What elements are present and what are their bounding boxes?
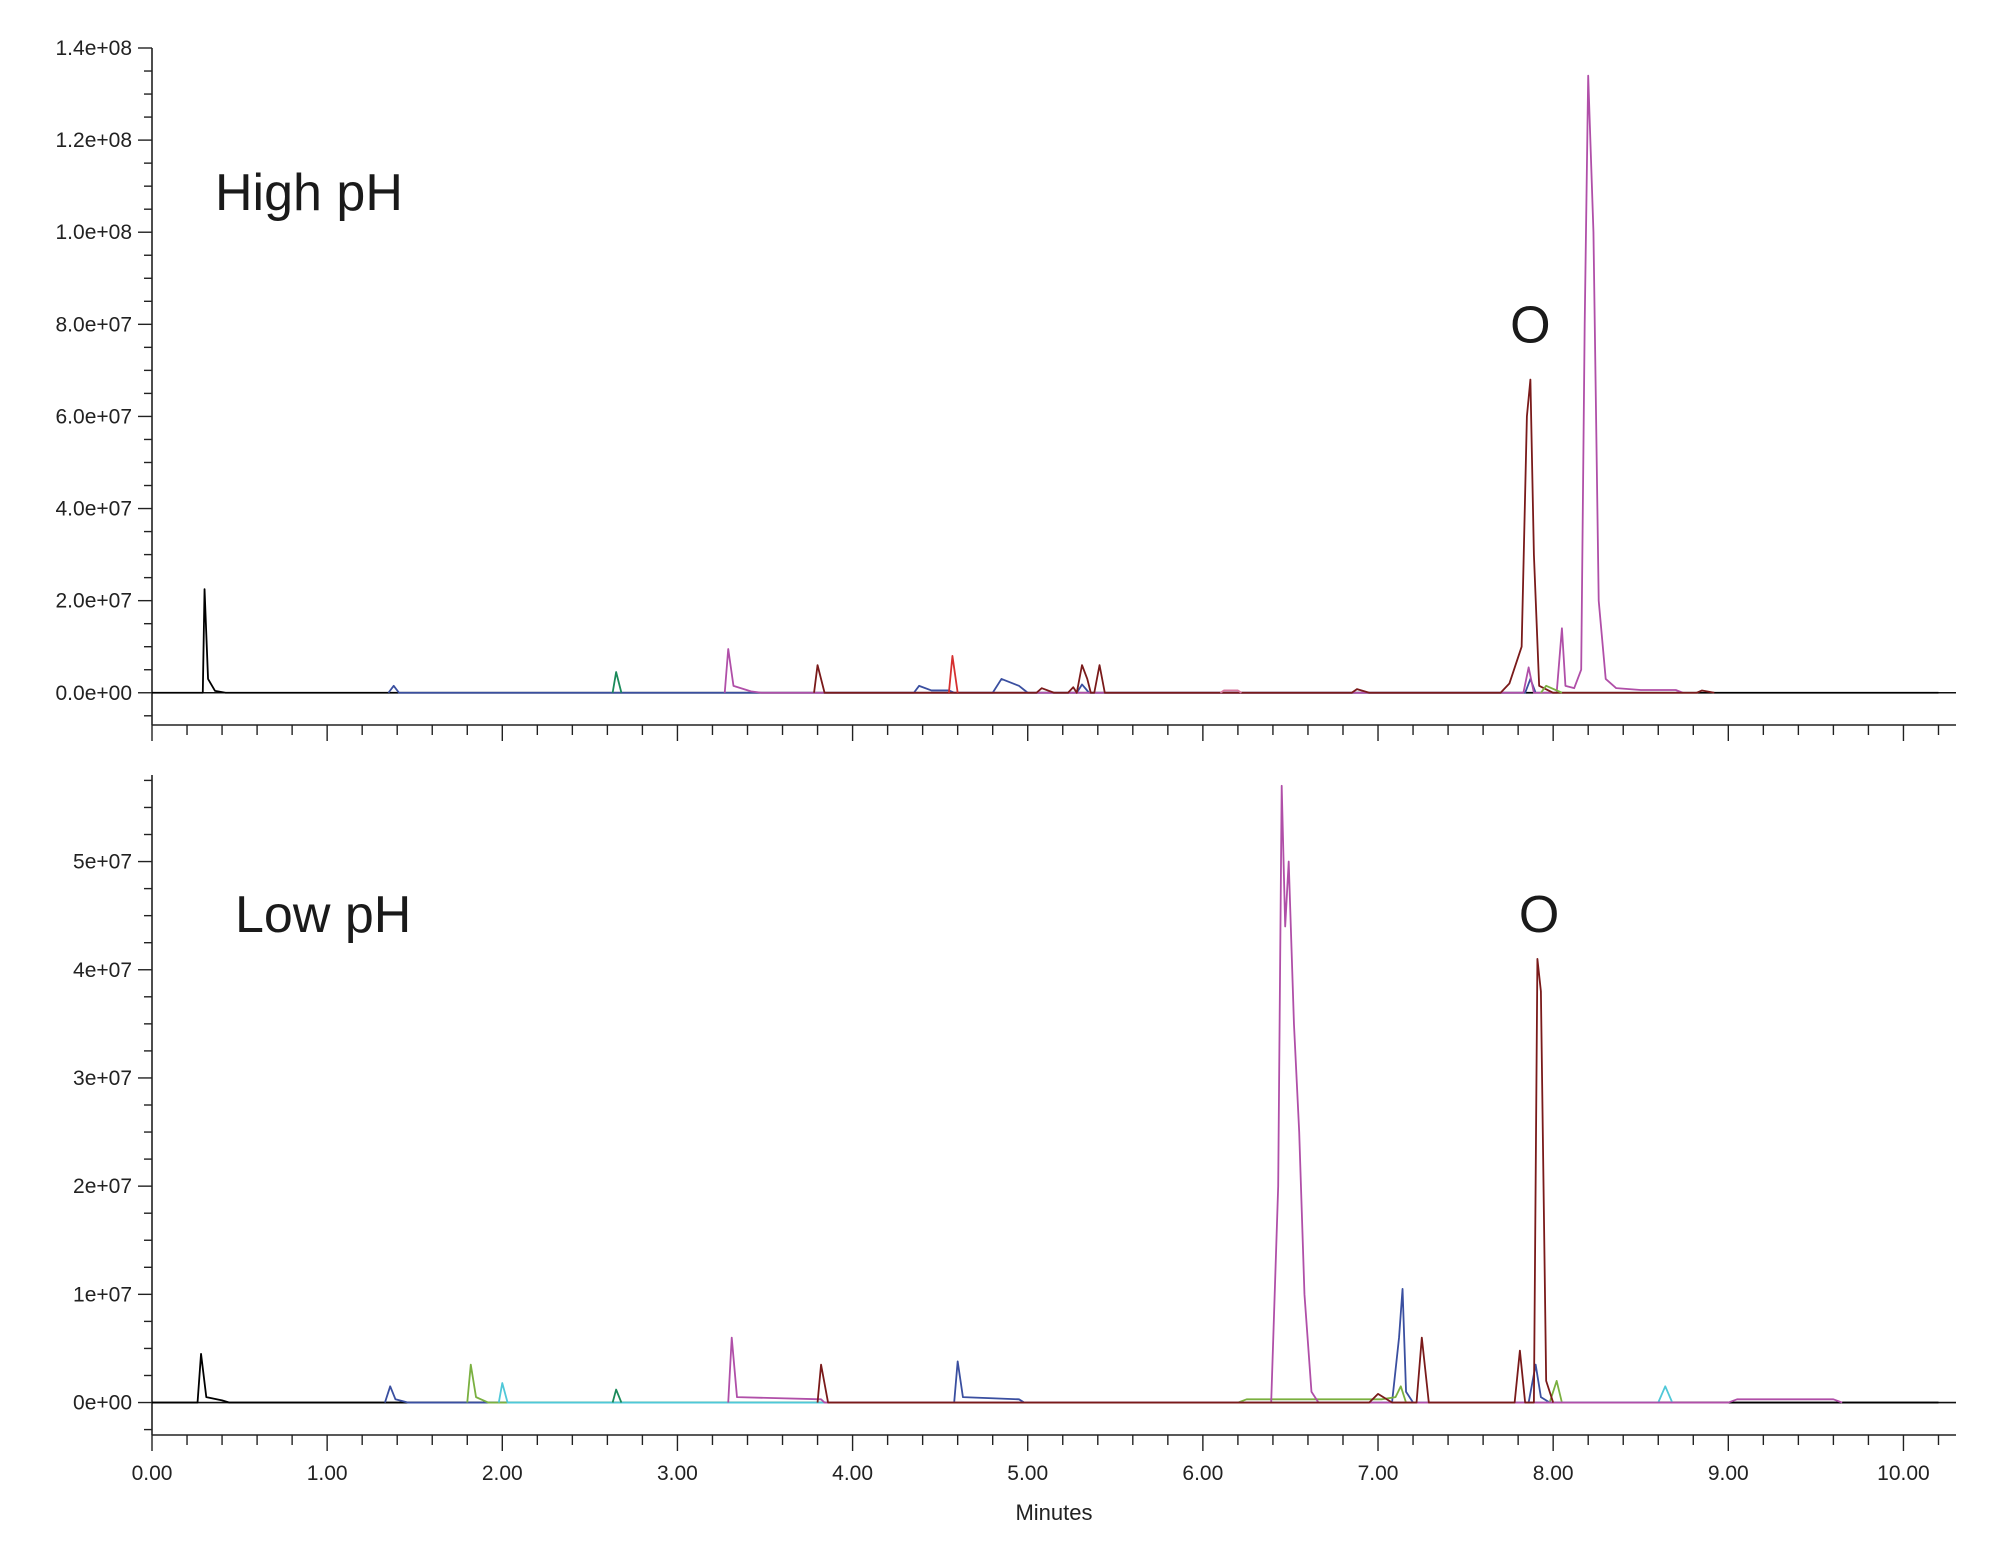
series-line-4 <box>723 74 1684 694</box>
peak-annotation: O <box>1519 886 1559 944</box>
series-line-6 <box>948 655 959 693</box>
y-tick-label: 6.0e+07 <box>56 405 133 428</box>
peak-annotation: O <box>1510 297 1550 355</box>
y-tick-label: 1.4e+08 <box>56 37 133 60</box>
y-tick-label: 1.2e+08 <box>56 129 133 152</box>
series-line-6 <box>727 784 1843 1404</box>
panel-label: Low pH <box>235 886 411 944</box>
x-tick-label: 8.00 <box>1533 1462 1574 1485</box>
y-tick-label: 0.0e+00 <box>56 682 133 705</box>
y-tick-label: 2e+07 <box>73 1175 132 1198</box>
series-line-4 <box>497 1382 1674 1404</box>
series-line-7 <box>816 958 1555 1404</box>
series-line-2 <box>384 1288 1551 1404</box>
panel-label: High pH <box>215 164 403 222</box>
x-tick-label: 7.00 <box>1358 1462 1399 1485</box>
x-axis-title: Minutes <box>1015 1500 1092 1525</box>
series-line-3 <box>466 1363 1563 1404</box>
x-tick-label: 10.00 <box>1877 1462 1930 1485</box>
x-tick-label: 0.00 <box>132 1462 173 1485</box>
series-line-8 <box>1540 684 1563 694</box>
series-line-1 <box>152 1352 1939 1404</box>
panel-low-ph: 0e+00 1e+07 2e+07 3e+07 4e+07 5e+07 Low pH O 0.0… <box>73 775 1956 1525</box>
x-tick-label: 4.00 <box>832 1462 873 1485</box>
y-tick-label: 4.0e+07 <box>56 498 133 521</box>
x-tick-label: 5.00 <box>1007 1462 1048 1485</box>
y-tick-label: 5e+07 <box>73 851 132 874</box>
y-tick-label: 1e+07 <box>73 1283 132 1306</box>
y-tick-label: 3e+07 <box>73 1067 132 1090</box>
y-tick-label: 1.0e+08 <box>56 221 133 244</box>
x-tick-label: 1.00 <box>307 1462 348 1485</box>
y-tick-label: 2.0e+07 <box>56 590 133 613</box>
series-line-5 <box>611 1388 623 1403</box>
y-tick-label: 8.0e+07 <box>56 313 133 336</box>
x-tick-label: 9.00 <box>1708 1462 1749 1485</box>
series-line-5 <box>813 378 1715 694</box>
series-line-7 <box>1219 689 1242 694</box>
x-tick-label: 2.00 <box>482 1462 523 1485</box>
y-tick-label: 4e+07 <box>73 959 132 982</box>
x-tick-label: 6.00 <box>1182 1462 1223 1485</box>
series-line-1 <box>152 588 1939 694</box>
x-tick-label: 3.00 <box>657 1462 698 1485</box>
panel-high-ph: 0.0e+00 2.0e+07 4.0e+07 6.0e+07 8.0e+07 1.0e+… <box>56 37 1956 741</box>
y-tick-label: 0e+00 <box>73 1392 132 1415</box>
series-line-3 <box>611 671 623 693</box>
